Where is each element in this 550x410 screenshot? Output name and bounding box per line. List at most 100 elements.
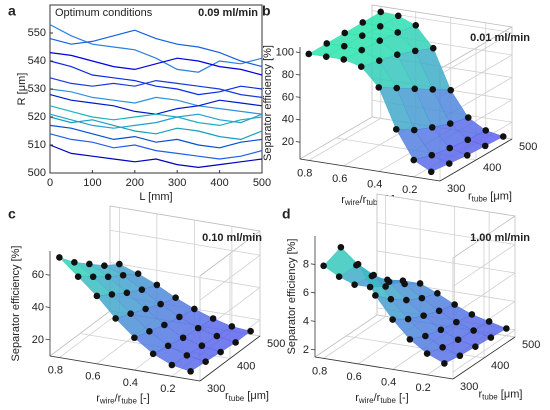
data-point — [384, 276, 391, 284]
data-point — [392, 126, 400, 133]
data-point — [194, 324, 202, 332]
data-point — [359, 19, 367, 26]
y-tick-label: 400 — [491, 360, 509, 372]
data-point — [108, 291, 116, 298]
data-point — [387, 295, 395, 303]
data-point — [411, 85, 419, 93]
data-point — [482, 127, 490, 134]
data-point — [470, 327, 477, 334]
data-point — [394, 29, 402, 36]
data-point — [112, 315, 119, 322]
data-point — [389, 316, 396, 323]
x-tick-label: 0.4 — [381, 376, 396, 388]
x-tick-label: 0 — [47, 177, 53, 189]
data-point — [322, 53, 330, 61]
data-point — [149, 350, 157, 358]
x-tick-label: 0.2 — [160, 383, 175, 395]
data-point — [382, 283, 389, 290]
y-tick-label: 300 — [460, 381, 478, 393]
data-point — [353, 261, 360, 269]
data-point — [393, 51, 401, 58]
z-tick-label: 8 — [303, 258, 309, 270]
data-line — [49, 60, 263, 96]
y-tick-label: 530 — [28, 83, 46, 95]
data-line — [49, 124, 263, 149]
data-point — [337, 243, 345, 251]
z-tick-label: 100 — [276, 47, 294, 59]
y-axis — [452, 336, 516, 380]
data-point — [119, 271, 127, 279]
data-point — [437, 326, 445, 334]
grid-line — [371, 10, 513, 33]
y-tick-label: 500 — [267, 338, 285, 350]
grid-line — [109, 229, 261, 256]
label-part: r — [468, 190, 472, 202]
label-part: [μm] — [244, 390, 269, 402]
y-tick-label: 540 — [28, 55, 46, 67]
y-tick-label: 500 — [522, 339, 540, 351]
x-axis — [49, 355, 201, 382]
data-point — [335, 273, 343, 280]
data-point — [183, 352, 191, 359]
data-point — [187, 368, 194, 375]
data-point — [357, 63, 365, 71]
data-point — [481, 142, 489, 150]
subscript: tube — [380, 396, 396, 405]
data-point — [358, 32, 366, 40]
z-tick — [310, 263, 316, 265]
panel-label: d — [282, 206, 291, 222]
z-tick — [295, 118, 301, 121]
data-point — [116, 260, 123, 268]
data-point — [228, 323, 236, 330]
label-part: r — [341, 194, 345, 206]
x-axis-label: L [mm] — [139, 191, 172, 203]
x-tick-label: 400 — [210, 177, 228, 189]
annotation: 0.01 ml/min — [470, 32, 530, 44]
data-line — [49, 24, 263, 73]
data-point — [375, 57, 383, 64]
data-point — [153, 281, 161, 289]
z-tick — [295, 141, 301, 143]
data-point — [146, 328, 153, 335]
y-tick-label: 400 — [237, 360, 255, 372]
z-tick — [295, 96, 301, 98]
data-point — [157, 300, 164, 308]
data-point — [351, 281, 358, 289]
x-tick-label: 300 — [168, 177, 186, 189]
data-point — [418, 294, 426, 302]
data-point — [394, 12, 402, 20]
data-point — [172, 294, 179, 302]
panel-label: a — [8, 3, 16, 19]
data-point — [439, 343, 446, 351]
z-tick-label: 40 — [32, 301, 44, 313]
data-point — [340, 56, 348, 63]
x-tick-label: 0.8 — [48, 364, 63, 376]
z-tick-label: 60 — [32, 269, 44, 281]
y-axis-label: R [μm] — [16, 73, 28, 106]
data-point — [323, 40, 331, 47]
y-tick-label: 400 — [483, 162, 501, 174]
data-point — [404, 315, 412, 323]
data-line — [49, 88, 263, 115]
y-axis — [199, 335, 261, 382]
z-tick-label: 40 — [282, 114, 294, 126]
x-tick-label: 0.6 — [332, 173, 347, 185]
data-point — [464, 136, 472, 144]
data-point — [446, 120, 454, 127]
data-line — [49, 113, 263, 129]
data-point — [416, 280, 424, 287]
plot-area — [49, 4, 263, 174]
data-point — [412, 22, 420, 29]
data-point — [377, 8, 385, 16]
data-line — [49, 77, 263, 98]
panel-label: b — [262, 3, 271, 19]
data-point — [56, 254, 63, 261]
data-point — [454, 336, 462, 343]
subscript: tube — [482, 393, 498, 402]
data-point — [164, 342, 172, 350]
z-tick-label: 80 — [282, 69, 294, 81]
data-point — [366, 283, 374, 291]
z-tick-label: 4 — [303, 315, 309, 327]
label-part: [μm] — [487, 190, 512, 202]
data-point — [427, 168, 435, 176]
